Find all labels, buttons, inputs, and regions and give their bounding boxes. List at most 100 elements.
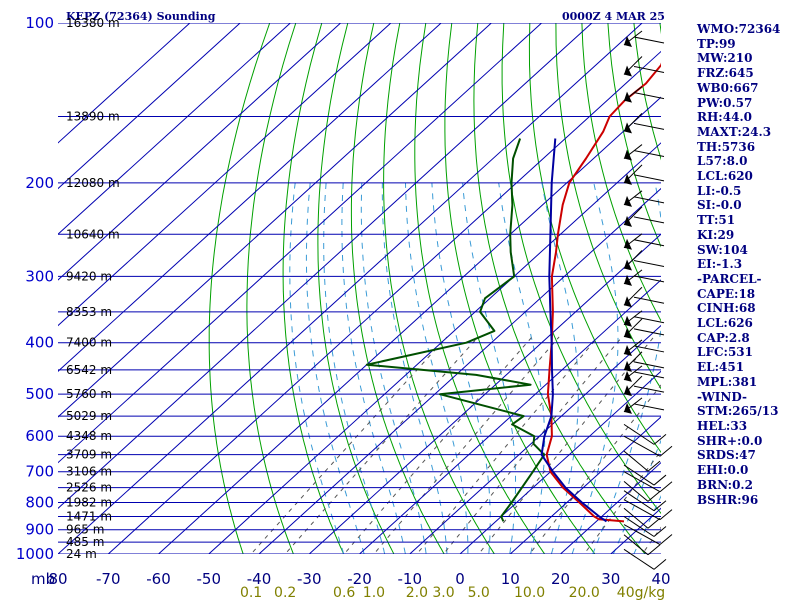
- pressure-tick-label: 600: [25, 427, 54, 445]
- wind-flag: [624, 370, 632, 382]
- index-entry: WB0:667: [697, 80, 759, 95]
- index-entry: SI:-0.0: [697, 198, 742, 213]
- wind-feather: [633, 174, 665, 182]
- chart-time: 0000Z 4 MAR 25: [562, 10, 665, 23]
- isotherm-line: [58, 23, 291, 235]
- height-label: 7400 m: [66, 336, 112, 350]
- isotherm-line: [107, 50, 661, 554]
- mixing-ratio-label: 0.6: [333, 585, 355, 600]
- profile-lines: [365, 62, 661, 523]
- index-entry: LI:-0.5: [697, 183, 742, 198]
- temperature-tick-label: 80: [48, 570, 67, 588]
- index-entry: -WIND-: [697, 389, 747, 404]
- mixing-ratio-label: 40g/kg: [617, 585, 665, 600]
- wind-feather: [633, 345, 665, 353]
- index-entry: PW:0.57: [697, 95, 753, 110]
- temperature-tick-label: -60: [146, 570, 171, 588]
- wind-feather: [633, 92, 665, 100]
- isotherm-line: [409, 324, 661, 554]
- height-label: 3709 m: [66, 448, 112, 462]
- wind-barbs: [623, 30, 673, 570]
- index-entry: TT:51: [697, 213, 736, 228]
- wind-feather: [653, 500, 667, 512]
- wind-feather: [659, 534, 673, 545]
- wind-feather: [647, 544, 661, 556]
- isotherm-line: [258, 187, 661, 554]
- index-entry: BSHR:96: [697, 492, 759, 507]
- dry-adiabat-line: [383, 23, 495, 554]
- pressure-tick-label: 100: [25, 14, 54, 32]
- height-label: 2526 m: [66, 481, 112, 495]
- temperature-line: [545, 62, 661, 523]
- pressure-tick-label: 500: [25, 385, 54, 403]
- wind-barb: [623, 464, 655, 486]
- dry-adiabats: [208, 23, 661, 554]
- dry-adiabat-line: [317, 23, 395, 554]
- mixing-ratio-label: 0.2: [274, 585, 296, 600]
- wind-feather: [633, 122, 665, 130]
- height-label: 5029 m: [66, 409, 112, 423]
- isotherm-line: [359, 279, 661, 554]
- wind-feather: [647, 491, 661, 502]
- index-entry: HEL:33: [697, 418, 748, 433]
- height-label: 965 m: [66, 523, 104, 537]
- moist-adiabat-line: [571, 182, 619, 554]
- wind-feather: [647, 460, 661, 472]
- moist-adiabats: [289, 182, 661, 554]
- moist-adiabat-line: [305, 182, 365, 554]
- mixing-ratio-label: 1.0: [363, 585, 385, 600]
- wind-flag: [624, 259, 632, 271]
- wind-feather: [633, 150, 665, 158]
- dry-adiabat-line: [607, 23, 661, 248]
- height-label: 16380 m: [66, 16, 120, 30]
- temperature-tick-label: -10: [398, 570, 423, 588]
- index-entry: CAPE:18: [697, 286, 756, 301]
- isotherm-line: [58, 23, 191, 144]
- temperature-tick-label: 10: [501, 570, 520, 588]
- wind-feather: [653, 433, 667, 445]
- wind-flag: [624, 344, 632, 356]
- mixing-ratio-label: 2.0: [406, 585, 428, 600]
- moist-adiabat-line: [462, 182, 516, 554]
- temperature-tick-label: 0: [455, 570, 465, 588]
- wind-flag: [624, 327, 632, 339]
- wind-feather: [653, 558, 667, 570]
- wind-flag: [624, 65, 632, 77]
- wind-barb: [623, 471, 661, 493]
- height-label: 10640 m: [66, 227, 120, 241]
- wind-barb: [623, 481, 649, 502]
- wind-flag: [624, 238, 632, 250]
- moist-adiabat-line: [541, 182, 579, 554]
- wind-feather: [647, 517, 661, 529]
- mixing-ratio-label: 0.1: [240, 585, 262, 600]
- index-entry: WMO:72364: [697, 22, 781, 36]
- isotherm-line: [208, 142, 661, 554]
- index-entry: CINH:68: [697, 301, 756, 316]
- dry-adiabat-line: [501, 23, 661, 515]
- pressure-tick-label: 900: [25, 521, 54, 539]
- temperature-tick-label: -40: [247, 570, 272, 588]
- pressure-tick-label: 800: [25, 494, 54, 512]
- index-entry: SRDS:47: [697, 448, 756, 463]
- index-entry: SHR+:0.0: [697, 433, 763, 448]
- wind-barb: [623, 435, 661, 457]
- moist-adiabat-line: [498, 182, 546, 554]
- wind-flag: [624, 91, 632, 103]
- dry-adiabat-line: [282, 23, 345, 554]
- wind-barb: [623, 507, 649, 529]
- wind-flag: [624, 122, 632, 134]
- wind-barb: [623, 548, 655, 570]
- wind-feather: [633, 361, 665, 369]
- height-label: 12080 m: [66, 176, 120, 190]
- wind-flag: [624, 385, 632, 397]
- height-label: 1982 m: [66, 496, 112, 510]
- height-label: 4348 m: [66, 429, 112, 443]
- mixing-ratio-line: [442, 336, 623, 554]
- index-entry: CAP:2.8: [697, 330, 750, 345]
- index-entry: KI:29: [697, 227, 735, 242]
- isotherm-line: [58, 23, 492, 418]
- isotherms: [58, 23, 661, 554]
- moist-adiabat-line: [405, 182, 469, 554]
- height-label: 13890 m: [66, 110, 120, 124]
- pressure-tick-label: 1000: [16, 545, 54, 563]
